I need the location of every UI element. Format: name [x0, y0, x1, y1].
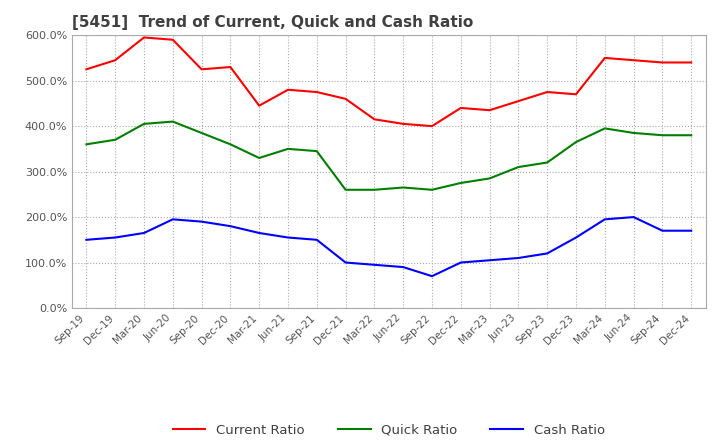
Cash Ratio	[341, 260, 350, 265]
Quick Ratio	[197, 130, 206, 136]
Current Ratio	[197, 66, 206, 72]
Cash Ratio	[226, 224, 235, 229]
Quick Ratio	[399, 185, 408, 190]
Cash Ratio	[284, 235, 292, 240]
Cash Ratio	[82, 237, 91, 242]
Cash Ratio	[629, 214, 638, 220]
Text: [5451]  Trend of Current, Quick and Cash Ratio: [5451] Trend of Current, Quick and Cash …	[72, 15, 473, 30]
Current Ratio	[140, 35, 148, 40]
Cash Ratio	[312, 237, 321, 242]
Cash Ratio	[370, 262, 379, 268]
Quick Ratio	[370, 187, 379, 192]
Current Ratio	[600, 55, 609, 61]
Quick Ratio	[485, 176, 494, 181]
Quick Ratio	[255, 155, 264, 161]
Cash Ratio	[197, 219, 206, 224]
Current Ratio	[687, 60, 696, 65]
Cash Ratio	[514, 255, 523, 260]
Quick Ratio	[629, 130, 638, 136]
Quick Ratio	[572, 139, 580, 145]
Current Ratio	[629, 58, 638, 63]
Current Ratio	[341, 96, 350, 102]
Current Ratio	[485, 107, 494, 113]
Current Ratio	[456, 105, 465, 110]
Quick Ratio	[428, 187, 436, 192]
Cash Ratio	[600, 216, 609, 222]
Quick Ratio	[111, 137, 120, 143]
Current Ratio	[168, 37, 177, 42]
Quick Ratio	[284, 146, 292, 151]
Cash Ratio	[543, 251, 552, 256]
Current Ratio	[658, 60, 667, 65]
Cash Ratio	[687, 228, 696, 233]
Line: Cash Ratio: Cash Ratio	[86, 217, 691, 276]
Cash Ratio	[140, 231, 148, 236]
Quick Ratio	[168, 119, 177, 124]
Current Ratio	[370, 117, 379, 122]
Cash Ratio	[428, 274, 436, 279]
Legend: Current Ratio, Quick Ratio, Cash Ratio: Current Ratio, Quick Ratio, Cash Ratio	[167, 418, 611, 440]
Current Ratio	[111, 58, 120, 63]
Cash Ratio	[572, 235, 580, 240]
Cash Ratio	[485, 258, 494, 263]
Cash Ratio	[111, 235, 120, 240]
Cash Ratio	[399, 264, 408, 270]
Current Ratio	[82, 66, 91, 72]
Cash Ratio	[168, 216, 177, 222]
Quick Ratio	[514, 165, 523, 170]
Quick Ratio	[312, 149, 321, 154]
Quick Ratio	[687, 132, 696, 138]
Quick Ratio	[543, 160, 552, 165]
Current Ratio	[284, 87, 292, 92]
Current Ratio	[399, 121, 408, 127]
Quick Ratio	[82, 142, 91, 147]
Cash Ratio	[456, 260, 465, 265]
Cash Ratio	[255, 231, 264, 236]
Line: Quick Ratio: Quick Ratio	[86, 121, 691, 190]
Current Ratio	[255, 103, 264, 108]
Quick Ratio	[600, 126, 609, 131]
Current Ratio	[543, 89, 552, 95]
Line: Current Ratio: Current Ratio	[86, 37, 691, 126]
Quick Ratio	[658, 132, 667, 138]
Cash Ratio	[658, 228, 667, 233]
Current Ratio	[226, 64, 235, 70]
Quick Ratio	[226, 142, 235, 147]
Quick Ratio	[341, 187, 350, 192]
Current Ratio	[572, 92, 580, 97]
Current Ratio	[428, 124, 436, 129]
Quick Ratio	[140, 121, 148, 127]
Current Ratio	[514, 99, 523, 104]
Quick Ratio	[456, 180, 465, 186]
Current Ratio	[312, 89, 321, 95]
